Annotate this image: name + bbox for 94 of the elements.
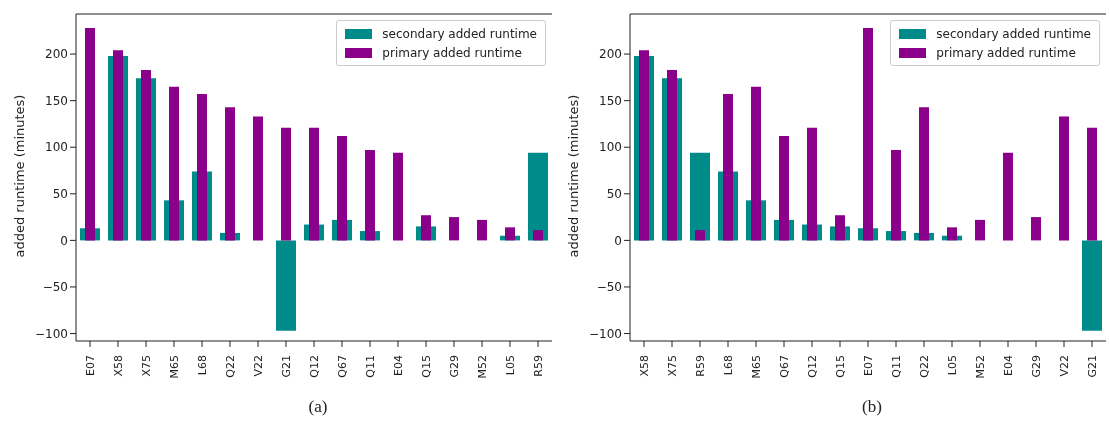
bar — [276, 240, 296, 331]
y-axis-title: added runtime (minutes) — [565, 94, 581, 258]
text: (b) — [861, 397, 883, 417]
bar — [309, 127, 319, 241]
x-tick-label: G29 — [447, 355, 461, 378]
y-tick-label: 200 — [45, 47, 68, 62]
bar — [197, 94, 207, 241]
bar — [141, 69, 151, 241]
x-tick-label: Q12 — [805, 355, 819, 378]
bar — [337, 136, 347, 241]
bar — [477, 219, 487, 241]
x-tick-label: E04 — [1001, 355, 1015, 376]
y-tick-label: 100 — [599, 140, 622, 155]
x-tick-label: G21 — [1085, 355, 1099, 378]
y-tick-label: 150 — [45, 93, 68, 108]
bar — [891, 150, 901, 241]
legend-label: primary added runtime — [382, 45, 522, 60]
bar — [1087, 127, 1097, 241]
x-tick-label: M65 — [749, 355, 763, 379]
x-tick-label: Q67 — [777, 355, 791, 378]
x-tick-label: X75 — [665, 355, 679, 377]
x-tick-label: L68 — [195, 355, 209, 376]
x-tick-label: R59 — [693, 355, 707, 377]
x-tick-label: L05 — [945, 355, 959, 376]
x-tick-label: Q11 — [363, 355, 377, 378]
x-tick-label: L68 — [721, 355, 735, 376]
bar — [533, 230, 543, 241]
x-tick-label: X58 — [111, 355, 125, 377]
y-tick-label: 200 — [599, 47, 622, 62]
x-tick-label: E07 — [83, 355, 97, 376]
y-tick-label: 50 — [52, 187, 68, 202]
bar — [639, 50, 649, 241]
bar — [113, 50, 123, 241]
y-axis-title: added runtime (minutes) — [11, 94, 27, 258]
bar — [919, 107, 929, 241]
y-tick-label: −100 — [35, 326, 68, 341]
bar — [253, 116, 263, 241]
x-tick-label: R59 — [531, 355, 545, 377]
x-tick-label: X58 — [637, 355, 651, 377]
x-tick-label: Q67 — [335, 355, 349, 378]
x-tick-label: X75 — [139, 355, 153, 377]
bar — [947, 227, 957, 241]
x-tick-label: G29 — [1029, 355, 1043, 378]
x-tick-label: Q22 — [917, 355, 931, 378]
bar — [225, 107, 235, 241]
y-tick-label: 100 — [45, 140, 68, 155]
bar — [505, 227, 515, 241]
bar — [667, 69, 677, 241]
y-tick-label: 50 — [606, 187, 622, 202]
x-tick-label: G21 — [279, 355, 293, 378]
bar — [751, 86, 761, 241]
x-tick-label: M65 — [167, 355, 181, 379]
bar — [449, 217, 459, 241]
x-tick-label: M52 — [973, 355, 987, 379]
x-tick-label: E07 — [861, 355, 875, 376]
x-tick-label: Q12 — [307, 355, 321, 378]
bar — [421, 215, 431, 241]
legend-label: secondary added runtime — [936, 26, 1091, 41]
bar — [169, 86, 179, 241]
x-tick-label: Q11 — [889, 355, 903, 378]
bar — [807, 127, 817, 241]
y-tick-label: −50 — [42, 280, 68, 295]
bar — [365, 150, 375, 241]
bar — [393, 152, 403, 241]
bar — [1031, 217, 1041, 241]
bar — [835, 215, 845, 241]
bar — [1003, 152, 1013, 241]
bar — [723, 94, 733, 241]
x-tick-label: Q22 — [223, 355, 237, 378]
y-tick-label: 0 — [614, 233, 622, 248]
bar — [695, 230, 705, 241]
bar — [779, 136, 789, 241]
y-tick-label: 150 — [599, 93, 622, 108]
bar — [1082, 240, 1102, 331]
x-tick-label: M52 — [475, 355, 489, 379]
bar — [281, 127, 291, 241]
x-tick-label: V22 — [251, 355, 265, 377]
bar — [1059, 116, 1069, 241]
bar — [690, 152, 710, 241]
bar — [528, 152, 548, 241]
bar — [975, 219, 985, 241]
x-tick-label: Q15 — [419, 355, 433, 378]
text: (a) — [307, 397, 329, 417]
legend-label: secondary added runtime — [382, 26, 537, 41]
legend-label: primary added runtime — [936, 45, 1076, 60]
x-tick-label: Q15 — [833, 355, 847, 378]
x-tick-label: L05 — [503, 355, 517, 376]
y-tick-label: 0 — [60, 233, 68, 248]
bar — [863, 27, 873, 241]
x-tick-label: V22 — [1057, 355, 1071, 377]
y-tick-label: −50 — [596, 280, 622, 295]
bar — [85, 27, 95, 241]
y-tick-label: −100 — [589, 326, 622, 341]
x-tick-label: E04 — [391, 355, 405, 376]
